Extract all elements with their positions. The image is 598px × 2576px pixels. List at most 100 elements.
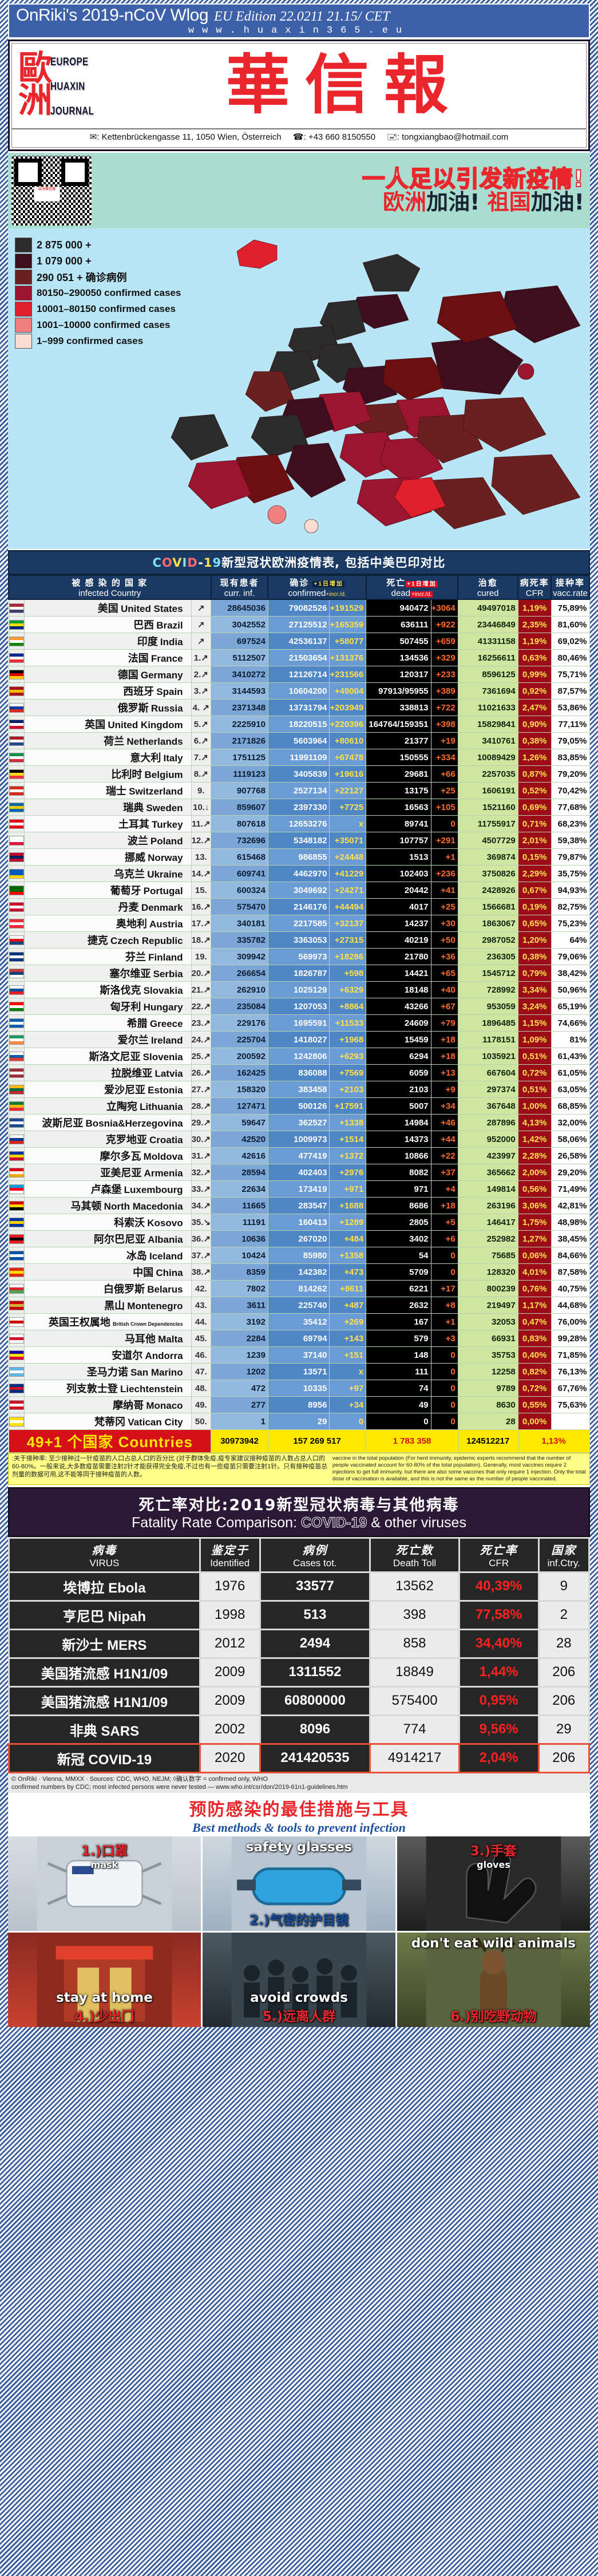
table-row[interactable]: 芬兰 Finland 19. 309942 569973 +18286 21780 +36 2… [8,948,590,965]
table-row[interactable]: 意大利 Italy 7.↗ 1751125 11991109 +67478 150555 +… [8,749,590,766]
table-row[interactable]: 荷兰 Netherlands 6.↗ 2171826 5603964 +80610 213… [8,732,590,749]
country-rank: 12.↗ [191,832,212,849]
table-row[interactable]: 安道尔 Andorra 46. 1239 37140 +151 148 0 35753 0,40… [8,1346,590,1364]
cell-dead-increase: +37 [430,1164,458,1181]
prevention-caption-avoid-crowds: avoid crowds 5.)远离人群 [250,1990,348,2025]
table-row[interactable]: 俄罗斯 Russia 4. ↗ 2371348 13731794 +203949 3388… [8,699,590,716]
table-row[interactable]: 克罗地亚 Croatia 30.↗ 42520 1009973 +1514 14373 +4… [8,1131,590,1148]
table-row[interactable]: 黑山 Montenegro 43. 3611 225740 +487 2632 +8 2194… [8,1297,590,1314]
cell-vaccination-rate: 87,58% [551,1263,590,1281]
cell-current-infected: 127471 [211,1097,268,1115]
wlog-url[interactable]: www.huaxin365.eu [188,25,410,36]
cell-dead-increase: +389 [430,682,458,700]
virus-cfr: 40,39% [460,1573,538,1600]
table-row[interactable]: 中国 China 38.↗ 8359 142382 +473 5709 0 128320 4,0… [8,1263,590,1281]
table-row[interactable]: 拉脱维亚 Latvia 26.↗ 162425 836088 +7569 6059 +13 6… [8,1064,590,1081]
table-row[interactable]: 土耳其 Turkey 11.↗ 807618 12653276 x 89741 0 11755… [8,815,590,832]
country-flag [8,1131,25,1148]
table-row[interactable]: 奥地利 Austria 17.↗ 340181 2217585 +32137 14237 +… [8,915,590,932]
fatality-title-en-a: Fatality Rate Comparison: [132,1514,301,1531]
table-row[interactable]: 希腊 Greece 23.↗ 229176 1695591 +11533 24609 +79… [8,1014,590,1032]
table-row[interactable]: 英国 United Kingdom 5.↗ 2225910 18220515 +2203… [8,716,590,733]
table-row[interactable]: 英国王权属地 British Crown Dependencies 44. 3192… [8,1313,590,1330]
table-row[interactable]: 印度 India ↗ 697524 42536137 +58077 507455 +659 4… [8,633,590,650]
cell-confirmed-increase: +22127 [329,782,367,799]
cell-confirmed: 2217585 [267,915,330,932]
country-flag [8,1114,25,1131]
th-vacc-cn: 接种率 [556,578,585,588]
table-row[interactable]: 马耳他 Malta 45. 2284 69794 +143 579 +3 66931 0,83%… [8,1330,590,1347]
cell-confirmed: 267020 [267,1230,330,1247]
fatality-comparison-table: 病毒 VIRUS 鉴定于 Identified 病例 Cases tot. 死亡数 De… [8,1536,590,1773]
country-name: 土耳其 Turkey [24,815,192,832]
cell-dead-increase: +8 [430,1297,458,1314]
cell-cfr: 2,35% [517,616,552,633]
fatality-row: 新沙士 MERS 2012 2494 858 34,40% 28 [10,1630,588,1657]
country-rank: 9. [191,782,212,799]
qr-code-wrap[interactable]: 歐洲華信報 [8,153,95,228]
table-row[interactable]: 爱沙尼亚 Estonia 27.↗ 158320 383458 +2103 2103 +9 2… [8,1081,590,1098]
cell-confirmed-increase: +6329 [329,981,367,998]
cell-dead-increase: 0 [430,1396,458,1413]
table-row[interactable]: 马其顿 North Macedonia 34.↗ 11665 283547 +1688 8… [8,1197,590,1214]
cell-confirmed: 500126 [267,1097,330,1115]
country-name: 美国 United States [24,599,192,617]
table-row[interactable]: 捷克 Czech Republic 18.↗ 335782 3363053 +27315… [8,931,590,949]
country-name: 塞尔维亚 Serbia [24,965,192,982]
cell-cfr: 0,87% [517,765,552,783]
contact-email[interactable]: 🖃: tongxiangbao@hotmail.com [387,132,509,142]
virus-cfr: 34,40% [460,1630,538,1657]
country-name: 法国 France [24,649,192,666]
table-row[interactable]: 美国 United States ↗ 28645036 79082526 +191529… [8,599,590,617]
virus-name: 埃博拉 Ebola [10,1573,199,1600]
virus-cfr: 9,56% [460,1716,538,1743]
table-row[interactable]: 亚美尼亚 Armenia 32.↗ 28594 402403 +2976 8082 +37 3… [8,1164,590,1181]
table-row[interactable]: 摩纳哥 Monaco 49. 277 8956 +34 49 0 8630 0,55% 75,63… [8,1396,590,1413]
table-row[interactable]: 爱尔兰 Ireland 24.↗ 225704 1418027 +1968 15459 +1… [8,1031,590,1048]
table-row[interactable]: 塞尔维亚 Serbia 20.↗ 266654 1826787 +598 14421 +65… [8,965,590,982]
table-row[interactable]: 波兰 Poland 12.↗ 732696 5348182 +35071 107757 +2… [8,832,590,849]
country-name: 中国 China [24,1263,192,1281]
table-row[interactable]: 巴西 Brazil ↗ 3042552 27125512 +165359 636111 +9… [8,616,590,633]
country-name: 爱尔兰 Ireland [24,1031,192,1048]
table-row[interactable]: 比利时 Belgium 8.↗ 1119123 3405839 +19616 29681 +… [8,765,590,783]
table-row[interactable]: 德国 Germany 2.↗ 3410272 12126714 +231566 12031… [8,666,590,683]
table-row[interactable]: 葡萄牙 Portugal 15. 600324 3049692 +24271 20442 +… [8,882,590,899]
country-flag [8,848,25,866]
cell-cured: 252982 [457,1230,518,1247]
country-rank: 47. [191,1363,212,1380]
table-row[interactable]: 瑞士 Switzerland 9. 907768 2527134 +22127 13175… [8,782,590,799]
table-row[interactable]: 法国 France 1.↗ 5112507 21503654 +131376 134536… [8,649,590,666]
table-row[interactable]: 摩尔多瓦 Moldova 31.↗ 42616 477419 +1372 10866 +22… [8,1147,590,1164]
cell-confirmed: 362527 [267,1114,330,1131]
table-row[interactable]: 西班牙 Spain 3.↗ 3144593 10604200 +49004 97913/9… [8,682,590,700]
table-row[interactable]: 挪威 Norway 13. 615468 986855 +24448 1513 +1 3698… [8,848,590,866]
table-row[interactable]: 卢森堡 Luxembourg 33.↗ 22634 173419 +971 971 +4 14… [8,1180,590,1198]
cell-confirmed-increase: +18286 [329,948,367,965]
cell-cfr: 3,06% [517,1197,552,1214]
cell-confirmed: 85980 [267,1247,330,1264]
table-row[interactable]: 斯洛伐克 Slovakia 21.↗ 262910 1025129 +6329 18148… [8,981,590,998]
qr-code-icon[interactable]: 歐洲華信報 [11,156,92,226]
cell-cfr: 1,17% [517,1297,552,1314]
table-row[interactable]: 列支敦士登 Liechtenstein 48. 472 10335 +97 74 0 9789… [8,1380,590,1397]
country-name: 瑞士 Switzerland [24,782,192,799]
table-row[interactable]: 丹麦 Denmark 16.↗ 575470 2146176 +44494 4017 +25… [8,898,590,915]
cell-current-infected: 42616 [211,1147,268,1164]
table-row[interactable]: 科索沃 Kosovo 35.↘ 11191 160413 +1289 2805 +5 1464… [8,1214,590,1231]
table-row[interactable]: 阿尔巴尼亚 Albania 36.↗ 10636 267020 +484 3402 +6 25… [8,1230,590,1247]
table-row[interactable]: 乌克兰 Ukraine 14.↗ 609741 4462970 +41229 102403… [8,865,590,882]
cell-dead: 120317 [366,666,431,683]
table-row[interactable]: 梵蒂冈 Vatican City 50. 1 29 0 0 0 28 0,00% [8,1413,590,1430]
table-row[interactable]: 斯洛文尼亚 Slovenia 25.↗ 200592 1242806 +6293 6294… [8,1048,590,1065]
vaccination-note-cn: :关于接种率: 至少接种过一针疫苗的人口占总人口的百分比 (对于群体免疫,疫专家… [12,1455,328,1478]
legend-swatch [15,302,32,317]
cell-vaccination-rate: 32,00% [551,1114,590,1131]
table-row[interactable]: 冰岛 Iceland 37.↗ 10424 85980 +1358 54 0 75685 0,0… [8,1247,590,1264]
table-row[interactable]: 立陶宛 Lithuania 28.↗ 127471 500126 +17591 5007 +… [8,1097,590,1115]
table-row[interactable]: 匈牙利 Hungary 22.↗ 235084 1207053 +8864 43266 +6… [8,998,590,1015]
table-row[interactable]: 白俄罗斯 Belarus 42. 7802 814262 +8611 6221 +17 800… [8,1280,590,1297]
table-row[interactable]: 瑞典 Sweden 10.↓ 859607 2397330 +7725 16563 +105… [8,799,590,816]
table-row[interactable]: 圣马力诺 San Marino 47. 1202 13571 x 111 0 12258 0,8… [8,1363,590,1380]
table-row[interactable]: 波斯尼亚 Bosnia&Herzegovina 29.↗ 59647 362527 +1… [8,1114,590,1131]
